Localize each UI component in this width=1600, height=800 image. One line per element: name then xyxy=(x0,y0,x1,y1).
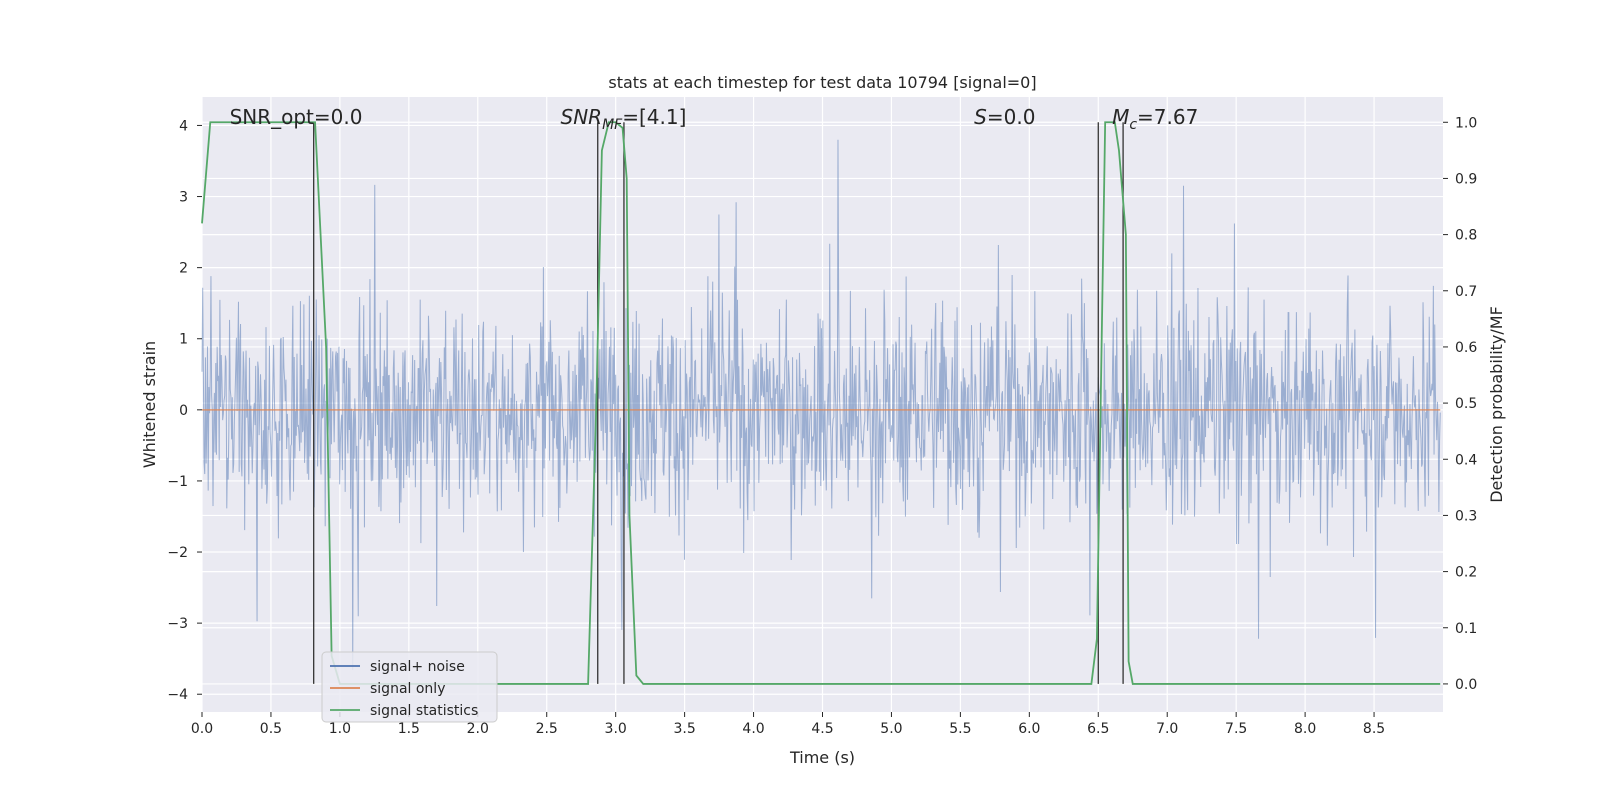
x-axis: 0.0 0.5 1.0 1.5 2.0 2.5 3.0 3.5 4.0 4.5 5.0 5.5 6.0 6… xyxy=(191,712,1385,737)
x-tick-label: 1.5 xyxy=(398,721,420,737)
y-tick-label: −1 xyxy=(167,474,188,490)
y-tick-label: 3 xyxy=(179,190,188,206)
annotation-symbol: S xyxy=(974,105,987,129)
y-right-tick-label: 0.6 xyxy=(1455,340,1477,356)
y-axis-right: 1.0 0.9 0.8 0.7 0.6 0.5 0.4 0.3 0.2 0.1 0.0 xyxy=(1443,115,1477,693)
statistics-series xyxy=(201,121,1441,685)
annotation-value: =0.0 xyxy=(987,105,1036,129)
annotations: SNR_opt=0.0 SNRMF=[4.1] S=0.0 Mc=7.67 xyxy=(230,105,1199,133)
x-tick-label: 7.5 xyxy=(1225,721,1247,737)
x-tick-label: 8.0 xyxy=(1294,721,1316,737)
x-tick-label: 0.5 xyxy=(260,721,282,737)
annotation-value: =[4.1] xyxy=(622,105,686,129)
annotation-subscript: c xyxy=(1129,117,1137,133)
x-tick-label: 1.0 xyxy=(329,721,351,737)
x-tick-label: 6.0 xyxy=(1018,721,1040,737)
y-right-tick-label: 0.9 xyxy=(1455,171,1477,187)
x-tick-label: 5.5 xyxy=(949,721,971,737)
x-tick-label: 2.5 xyxy=(536,721,558,737)
annotation-subscript: MF xyxy=(602,117,623,133)
y-tick-label: 0 xyxy=(179,403,188,419)
y-axis-label: Whitened strain xyxy=(140,341,159,468)
annotation-text: Mc=7.67 xyxy=(1112,105,1198,133)
y-axis-right-label: Detection probability/MF xyxy=(1487,306,1506,503)
y-right-tick-label: 0.2 xyxy=(1455,565,1477,581)
x-axis-label: Time (s) xyxy=(789,748,855,767)
y-tick-label: 4 xyxy=(179,118,188,134)
legend: signal+ noise signal only signal statistic… xyxy=(321,651,498,723)
y-right-tick-label: 0.0 xyxy=(1455,677,1477,693)
y-axis-left: 4 3 2 1 0 −1 −2 −3 −4 xyxy=(167,118,202,703)
y-tick-label: 1 xyxy=(179,332,188,348)
y-right-tick-label: 0.4 xyxy=(1455,452,1477,468)
annotation-value: =7.67 xyxy=(1137,105,1198,129)
annotation-text: SNRMF=[4.1] xyxy=(561,105,687,133)
y-right-tick-label: 0.8 xyxy=(1455,228,1477,244)
x-tick-label: 7.0 xyxy=(1156,721,1178,737)
x-tick-label: 4.5 xyxy=(811,721,833,737)
y-tick-label: −4 xyxy=(167,687,188,703)
event-markers xyxy=(313,122,1124,684)
y-right-tick-label: 0.1 xyxy=(1455,621,1477,637)
x-tick-label: 4.0 xyxy=(742,721,764,737)
x-tick-label: 5.0 xyxy=(880,721,902,737)
y-right-tick-label: 1.0 xyxy=(1455,115,1477,131)
noise-series xyxy=(201,139,1441,670)
annotation-text: SNR_opt=0.0 xyxy=(230,105,363,129)
x-tick-label: 8.5 xyxy=(1363,721,1385,737)
x-tick-label: 2.0 xyxy=(467,721,489,737)
annotation-text: S=0.0 xyxy=(974,105,1035,129)
x-tick-label: 3.0 xyxy=(605,721,627,737)
statistics-line xyxy=(201,121,1441,685)
annotation-symbol: SNR xyxy=(561,105,603,129)
x-tick-label: 6.5 xyxy=(1087,721,1109,737)
y-right-tick-label: 0.3 xyxy=(1455,508,1477,524)
x-tick-label: 3.5 xyxy=(673,721,695,737)
chart-title: stats at each timestep for test data 107… xyxy=(608,73,1036,92)
x-tick-label: 0.0 xyxy=(191,721,213,737)
legend-label: signal+ noise xyxy=(370,659,465,675)
y-right-tick-label: 0.5 xyxy=(1455,396,1477,412)
annotation-symbol: M xyxy=(1112,105,1129,129)
y-tick-label: −3 xyxy=(167,616,188,632)
y-tick-label: 2 xyxy=(179,261,188,277)
legend-label: signal only xyxy=(370,681,445,697)
y-tick-label: −2 xyxy=(167,545,188,561)
y-right-tick-label: 0.7 xyxy=(1455,284,1477,300)
legend-label: signal statistics xyxy=(370,703,478,719)
legend-box xyxy=(321,651,498,723)
noise-line xyxy=(201,139,1441,670)
